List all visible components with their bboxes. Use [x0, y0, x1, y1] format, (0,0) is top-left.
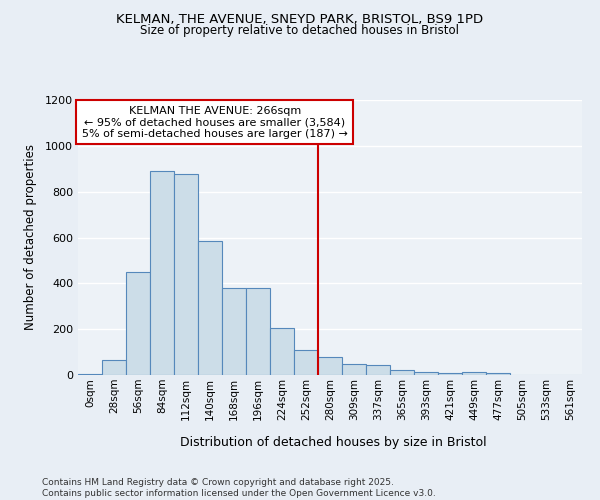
Bar [390, 370, 414, 375]
Bar [78, 374, 102, 375]
Bar [174, 174, 198, 375]
Bar [318, 356, 342, 375]
Bar [366, 364, 390, 375]
Bar [102, 360, 126, 375]
Bar [150, 171, 174, 375]
Bar [198, 241, 222, 375]
Y-axis label: Number of detached properties: Number of detached properties [23, 144, 37, 330]
Bar [486, 372, 510, 375]
Bar [126, 272, 150, 375]
Bar [270, 328, 294, 375]
Bar [342, 364, 366, 375]
Text: Distribution of detached houses by size in Bristol: Distribution of detached houses by size … [179, 436, 487, 449]
Bar [294, 350, 318, 375]
Text: KELMAN THE AVENUE: 266sqm
← 95% of detached houses are smaller (3,584)
5% of sem: KELMAN THE AVENUE: 266sqm ← 95% of detac… [82, 106, 348, 139]
Bar [462, 372, 486, 375]
Bar [222, 288, 246, 375]
Text: Contains HM Land Registry data © Crown copyright and database right 2025.
Contai: Contains HM Land Registry data © Crown c… [42, 478, 436, 498]
Bar [438, 373, 462, 375]
Bar [414, 372, 438, 375]
Text: KELMAN, THE AVENUE, SNEYD PARK, BRISTOL, BS9 1PD: KELMAN, THE AVENUE, SNEYD PARK, BRISTOL,… [116, 12, 484, 26]
Bar [246, 288, 270, 375]
Text: Size of property relative to detached houses in Bristol: Size of property relative to detached ho… [140, 24, 460, 37]
